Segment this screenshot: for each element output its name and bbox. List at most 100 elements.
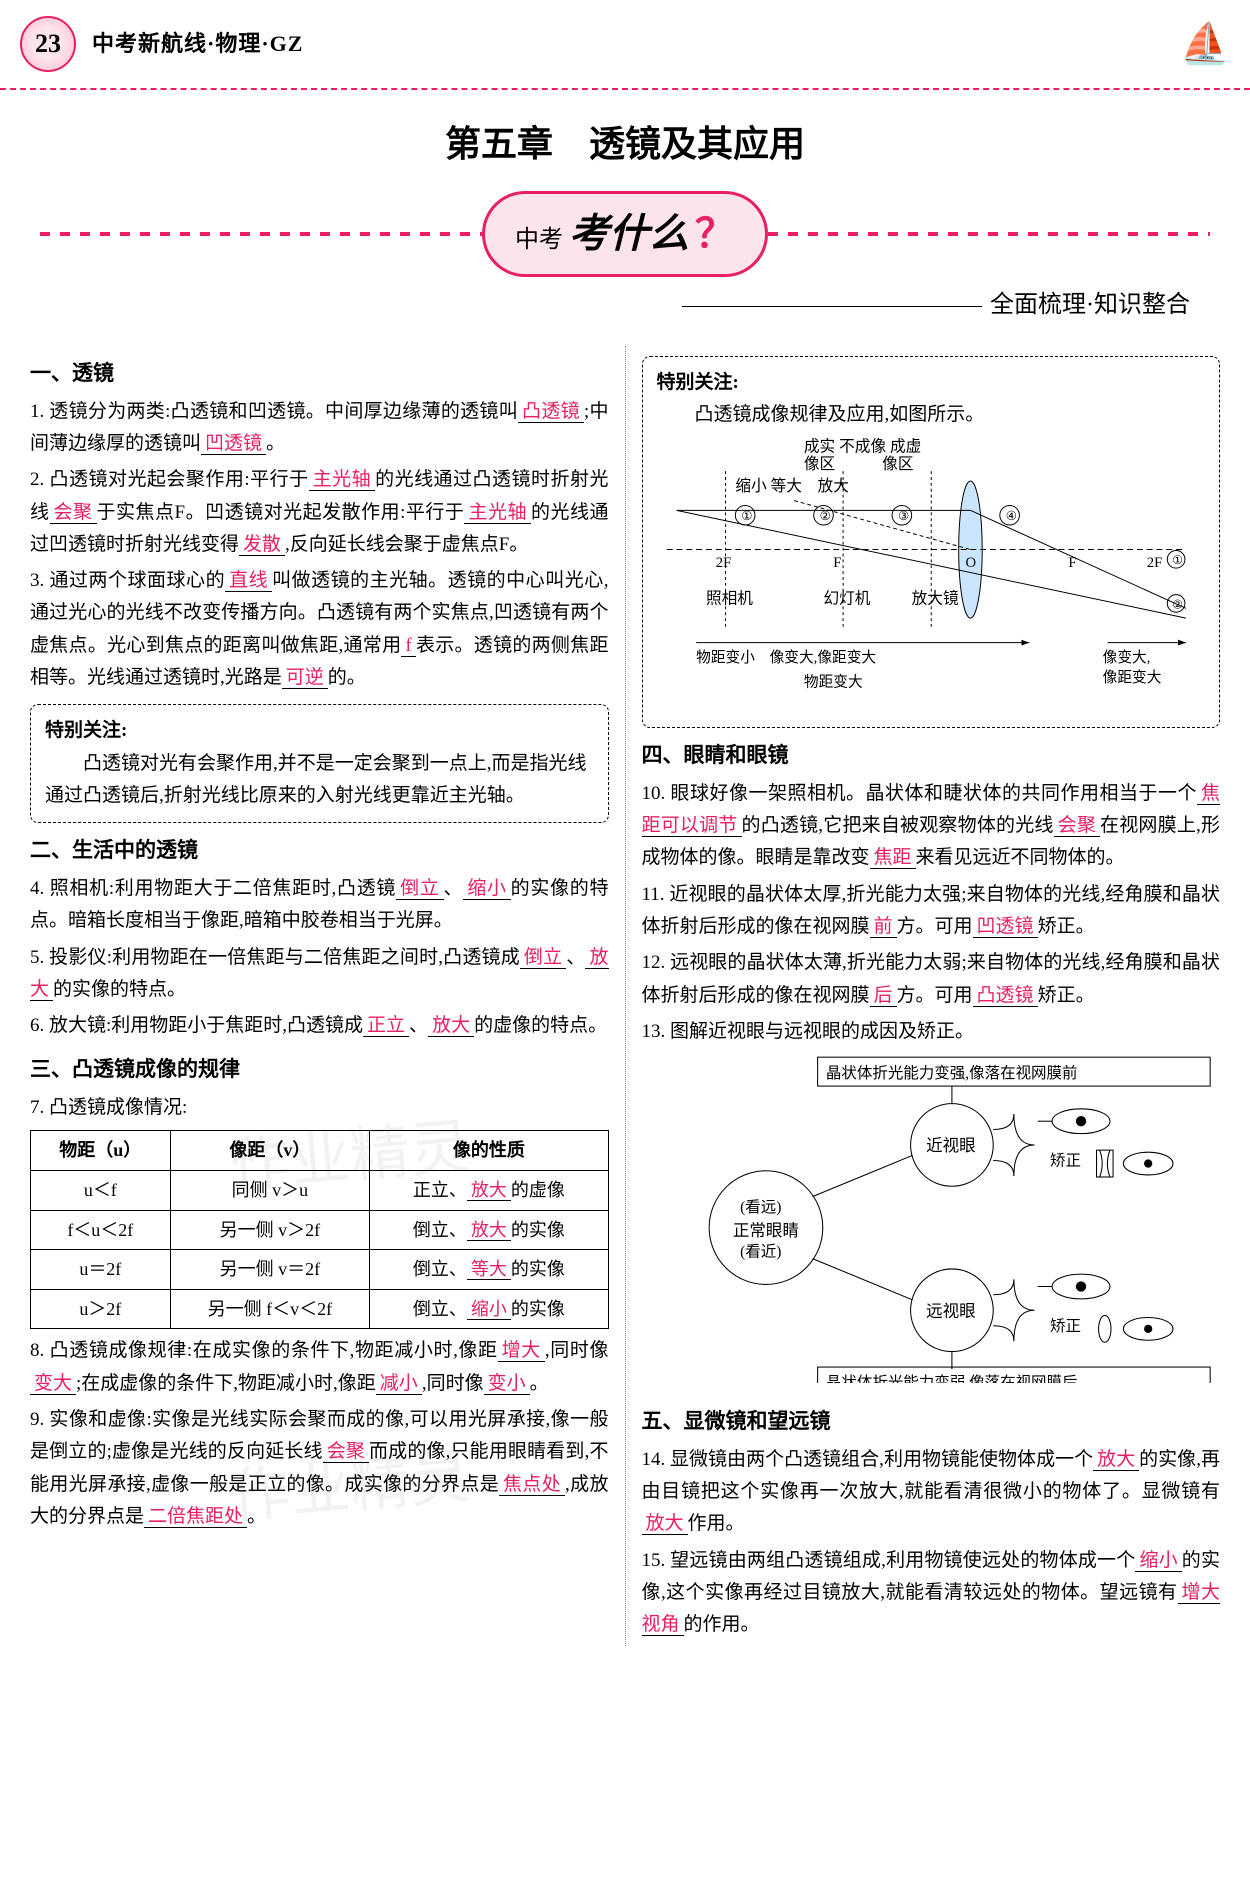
td: 另一侧 f＜v＜2f	[170, 1289, 370, 1329]
column-divider	[625, 346, 626, 1646]
blank: 二倍焦距处	[144, 1506, 247, 1528]
left-column: 一、透镜 1. 透镜分为两类:凸透镜和凹透镜。中间厚边缘薄的透镜叫凸透镜;中间薄…	[30, 346, 609, 1646]
section-4-title: 四、眼睛和眼镜	[642, 738, 1221, 774]
svg-text:①: ①	[741, 509, 752, 523]
item-6: 6. 放大镜:利用物距小于焦距时,凸透镜成正立、放大的虚像的特点。	[30, 1010, 609, 1042]
blank: 变大	[30, 1373, 76, 1395]
svg-text:F: F	[833, 555, 841, 571]
blank: 凹透镜	[201, 433, 266, 455]
blank: 后	[870, 985, 897, 1007]
blank: 倒立	[396, 878, 443, 900]
blank: 会聚	[50, 502, 97, 524]
svg-text:④: ④	[1005, 509, 1016, 523]
th: 像的性质	[370, 1131, 608, 1171]
blank: 凹透镜	[973, 916, 1038, 938]
blank: 焦点处	[499, 1474, 565, 1496]
td: 倒立、放大的实像	[370, 1210, 608, 1250]
blank: 倒立	[520, 947, 566, 969]
blank: 前	[870, 916, 897, 938]
blank: 放大	[642, 1513, 688, 1535]
item-10: 10. 眼球好像一架照相机。晶状体和睫状体的共同作用相当于一个焦距可以调节的凸透…	[642, 778, 1221, 875]
banner-prefix: 中考	[515, 220, 563, 261]
item-1: 1. 透镜分为两类:凸透镜和凹透镜。中间厚边缘薄的透镜叫凸透镜;中间薄边缘厚的透…	[30, 396, 609, 461]
svg-text:成实 不成像 成虚: 成实 不成像 成虚	[803, 437, 920, 455]
td: 另一侧 v＞2f	[170, 1210, 370, 1250]
blank: f	[401, 635, 415, 657]
td: u＜f	[31, 1170, 171, 1210]
blank: 缩小	[1135, 1550, 1181, 1572]
blank: 正立	[363, 1015, 409, 1037]
td: 另一侧 v＝2f	[170, 1250, 370, 1290]
item-15: 15. 望远镜由两组凸透镜组成,利用物镜使远处的物体成一个缩小的实像,这个实像再…	[642, 1545, 1221, 1642]
chapter-title: 第五章 透镜及其应用	[0, 114, 1250, 175]
callout-2: 特别关注: 凸透镜成像规律及应用,如图所示。 成实 不成像 成虚 像区 像区 缩…	[642, 356, 1221, 728]
blank: 主光轴	[464, 502, 531, 524]
blank: 放大	[428, 1015, 474, 1037]
svg-text:O: O	[965, 555, 976, 571]
svg-text:①: ①	[1172, 554, 1183, 567]
lens-table: 物距（u） 像距（v） 像的性质 u＜f 同侧 v＞u 正立、放大的虚像 f＜u…	[30, 1130, 609, 1329]
svg-text:(看远): (看远)	[740, 1198, 781, 1216]
content-columns: 一、透镜 1. 透镜分为两类:凸透镜和凹透镜。中间厚边缘薄的透镜叫凸透镜;中间薄…	[0, 346, 1250, 1646]
item-9: 9. 实像和虚像:实像是光线实际会聚而成的像,可以用光屏承接,像一般是倒立的;虚…	[30, 1404, 609, 1533]
banner-main: 考什么	[569, 200, 689, 268]
blank: 直线	[225, 570, 272, 592]
blank: 会聚	[1054, 815, 1100, 837]
callout-title: 特别关注:	[657, 367, 1206, 399]
td: f＜u＜2f	[31, 1210, 171, 1250]
item-4: 4. 照相机:利用物距大于二倍焦距时,凸透镜倒立、缩小的实像的特点。暗箱长度相当…	[30, 873, 609, 938]
svg-text:像距变大: 像距变大	[1102, 668, 1161, 685]
svg-text:②: ②	[1172, 598, 1183, 611]
svg-text:物距变大: 物距变大	[803, 673, 862, 690]
blank: 放大	[1093, 1449, 1139, 1471]
svg-text:晶状体折光能力变强,像落在视网膜前: 晶状体折光能力变强,像落在视网膜前	[825, 1064, 1077, 1082]
blank: 主光轴	[309, 469, 375, 491]
blank: 焦距	[870, 847, 916, 869]
blank: 发散	[239, 534, 285, 556]
svg-text:2F: 2F	[1146, 555, 1162, 571]
svg-text:矫正: 矫正	[1050, 1317, 1081, 1335]
callout-body: 凸透镜对光有会聚作用,并不是一定会聚到一点上,而是指光线通过凸透镜后,折射光线比…	[45, 748, 594, 813]
section-5-title: 五、显微镜和望远镜	[642, 1404, 1221, 1440]
svg-text:③: ③	[897, 509, 908, 523]
blank: 凸透镜	[518, 401, 584, 423]
item-11: 11. 近视眼的晶状体太厚,折光能力太强;来自物体的光线,经角膜和晶状体折射后形…	[642, 879, 1221, 944]
item-5: 5. 投影仪:利用物距在一倍焦距与二倍焦距之间时,凸透镜成倒立、放大的实像的特点…	[30, 942, 609, 1007]
eye-diagram: 晶状体折光能力变强,像落在视网膜前 (看远) 正常眼睛 (看近) 近视眼 远视眼	[642, 1052, 1221, 1383]
section-1-title: 一、透镜	[30, 356, 609, 392]
callout-body: 凸透镜成像规律及应用,如图所示。	[657, 399, 1206, 431]
section-2-title: 二、生活中的透镜	[30, 833, 609, 869]
blank: 变小	[484, 1373, 530, 1395]
td: 倒立、等大的实像	[370, 1250, 608, 1290]
svg-text:远视眼: 远视眼	[926, 1302, 976, 1321]
td: u＝2f	[31, 1250, 171, 1290]
svg-text:正常眼睛: 正常眼睛	[732, 1221, 798, 1240]
blank: 增大	[498, 1340, 545, 1362]
subheading: 全面梳理·知识整合	[0, 285, 1190, 326]
svg-text:矫正: 矫正	[1050, 1152, 1081, 1170]
banner-row: 中考 考什么 ？	[40, 191, 1210, 277]
right-column: 特别关注: 凸透镜成像规律及应用,如图所示。 成实 不成像 成虚 像区 像区 缩…	[642, 346, 1221, 1646]
svg-text:幻灯机: 幻灯机	[823, 589, 870, 607]
td: 同侧 v＞u	[170, 1170, 370, 1210]
blank: 凸透镜	[973, 985, 1038, 1007]
svg-text:近视眼: 近视眼	[926, 1136, 976, 1155]
item-3: 3. 通过两个球面球心的直线叫做透镜的主光轴。透镜的中心叫光心,通过光心的光线不…	[30, 565, 609, 694]
item-7: 7. 凸透镜成像情况:	[30, 1092, 609, 1124]
td: 正立、放大的虚像	[370, 1170, 608, 1210]
blank: 可逆	[282, 667, 328, 689]
svg-text:②: ②	[819, 509, 830, 523]
item-12: 12. 远视眼的晶状体太薄,折光能力太弱;来自物体的光线,经角膜和晶状体折射后形…	[642, 947, 1221, 1012]
item-2: 2. 凸透镜对光起会聚作用:平行于主光轴的光线通过凸透镜时折射光线会聚于实焦点F…	[30, 464, 609, 561]
svg-text:(看近): (看近)	[740, 1243, 781, 1261]
page-header: 23 中考新航线·物理·GZ ⛵	[0, 0, 1250, 90]
callout-title: 特别关注:	[45, 715, 594, 747]
item-8: 8. 凸透镜成像规律:在成实像的条件下,物距减小时,像距增大,同时像变大;在成虚…	[30, 1335, 609, 1400]
svg-text:像变大,: 像变大,	[1102, 649, 1150, 666]
td: u＞2f	[31, 1289, 171, 1329]
blank: 会聚	[323, 1441, 369, 1463]
svg-text:晶状体折光能力变弱,像落在视网膜后: 晶状体折光能力变弱,像落在视网膜后	[825, 1374, 1077, 1383]
td: 倒立、缩小的实像	[370, 1289, 608, 1329]
blank: 缩小	[463, 878, 510, 900]
svg-text:放大镜: 放大镜	[911, 588, 958, 607]
